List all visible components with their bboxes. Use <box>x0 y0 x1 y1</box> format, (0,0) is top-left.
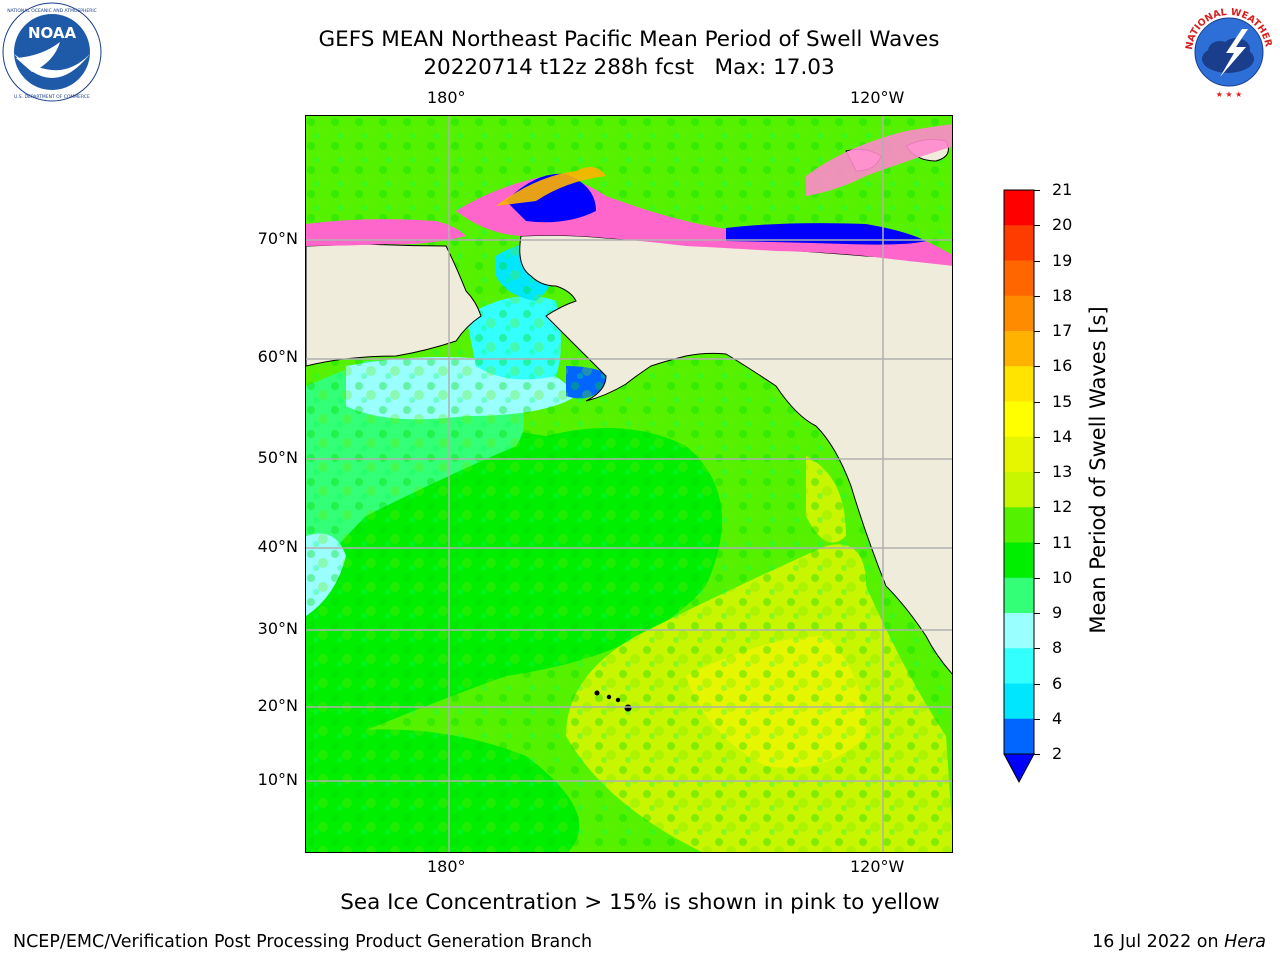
map-panel <box>305 115 953 853</box>
lat-label-30n: 30°N <box>257 619 298 638</box>
colorbar-tick-label: 9 <box>1052 603 1063 622</box>
colorbar-tick-label: 12 <box>1052 497 1073 517</box>
lon-label-180-top: 180° <box>427 88 466 107</box>
colorbar-tick-label: 8 <box>1052 638 1063 658</box>
colorbar-swatch <box>1004 401 1034 438</box>
noaa-logo-text: NOAA <box>28 24 77 42</box>
colorbar-swatch <box>1004 190 1034 226</box>
colorbar-swatch <box>1004 648 1034 684</box>
colorbar-swatch <box>1004 225 1034 261</box>
hawaii-island <box>606 694 612 700</box>
colorbar-tick-mark <box>1034 754 1040 755</box>
footer-date: 16 Jul 2022 on Hera <box>1092 932 1266 952</box>
noaa-logo-icon: NOAA NATIONAL OCEANIC AND ATMOSPHERIC U.… <box>2 2 102 102</box>
colorbar-tick-mark <box>1034 472 1040 473</box>
colorbar-tick-label: 13 <box>1052 462 1073 481</box>
lon-label-120w-bottom: 120°W <box>850 857 905 876</box>
chart-title: GEFS MEAN Northeast Pacific Mean Period … <box>318 27 940 52</box>
lat-label-10n: 10°N <box>257 770 298 789</box>
hawaii-island <box>624 704 632 712</box>
colorbar-tick-mark <box>1034 542 1040 544</box>
nws-logo-icon: NATIONAL WEATHER SERVICE ★ ★ ★ <box>1178 1 1279 102</box>
colorbar-swatch <box>1004 542 1034 579</box>
colorbar-tick-label: 4 <box>1052 708 1063 728</box>
colorbar-tick-mark <box>1034 718 1040 720</box>
footer-credit: NCEP/EMC/Verification Post Processing Pr… <box>13 932 593 952</box>
colorbar-tick-label: 15 <box>1052 391 1073 411</box>
colorbar-tick-label: 16 <box>1052 356 1073 376</box>
lat-label-50n: 50°N <box>257 448 298 467</box>
swell-period-map <box>306 116 952 852</box>
colorbar-tick-mark <box>1034 260 1040 262</box>
colorbar-tick-label: 10 <box>1052 567 1073 587</box>
svg-text:NATIONAL OCEANIC AND ATMOSPHER: NATIONAL OCEANIC AND ATMOSPHERIC <box>7 8 97 14</box>
colorbar <box>1003 189 1035 784</box>
svg-text:U.S. DEPARTMENT OF COMMERCE: U.S. DEPARTMENT OF COMMERCE <box>14 94 90 100</box>
colorbar-tick-label: 2 <box>1052 744 1063 763</box>
colorbar-tick-mark <box>1034 295 1040 297</box>
colorbar-swatch <box>1004 718 1034 755</box>
colorbar-tick-mark <box>1034 401 1040 403</box>
colorbar-tick-mark <box>1034 331 1040 332</box>
footer-host: Hera <box>1224 932 1266 952</box>
colorbar-tick-mark <box>1034 507 1040 509</box>
colorbar-swatch <box>1004 436 1034 473</box>
colorbar-tick-label: 6 <box>1052 673 1063 693</box>
colorbar-tick-mark <box>1034 683 1040 685</box>
colorbar-label: Mean Period of Swell Waves [s] <box>1086 306 1110 634</box>
chart-subtitle: 20220714 t12z 288h fcst Max: 17.03 <box>423 55 835 80</box>
lat-label-20n: 20°N <box>257 696 298 715</box>
colorbar-tick-mark <box>1034 613 1040 614</box>
colorbar-swatch <box>1004 613 1034 649</box>
colorbar-tick-mark <box>1034 436 1040 438</box>
footer-date-text: 16 Jul 2022 on <box>1092 932 1225 952</box>
colorbar-tick-label: 18 <box>1052 285 1073 305</box>
colorbar-tick-label: 14 <box>1052 426 1073 446</box>
colorbar-tick-label: 17 <box>1052 321 1073 340</box>
colorbar-swatch <box>1004 683 1034 720</box>
sea-ice-caption: Sea Ice Concentration > 15% is shown in … <box>340 890 940 915</box>
hawaii-island <box>594 690 600 696</box>
colorbar-tick-mark <box>1034 577 1040 579</box>
colorbar-tick-mark <box>1034 225 1040 227</box>
colorbar-swatch <box>1004 295 1034 332</box>
colorbar-tick-label: 21 <box>1052 180 1073 199</box>
lon-label-120w-top: 120°W <box>850 88 905 107</box>
colorbar-extend-arrow <box>1003 753 1035 784</box>
svg-text:★ ★ ★: ★ ★ ★ <box>1216 90 1243 99</box>
swell-zone-below-2-beaufort <box>726 223 926 245</box>
lat-label-60n: 60°N <box>257 347 298 366</box>
colorbar-tick-mark <box>1034 366 1040 368</box>
colorbar-swatch <box>1004 577 1034 614</box>
sea-ice-northeast <box>806 124 952 196</box>
lat-label-40n: 40°N <box>257 537 298 556</box>
colorbar-swatch <box>1004 472 1034 508</box>
colorbar-tick-label: 20 <box>1052 215 1073 235</box>
lon-label-180-bottom: 180° <box>427 857 466 876</box>
gridlines <box>306 116 952 852</box>
land-north-america <box>519 234 952 675</box>
colorbar-tick-mark <box>1034 648 1040 650</box>
lat-label-70n: 70°N <box>257 229 298 248</box>
colorbar-swatch <box>1004 260 1034 297</box>
land-asia <box>306 243 482 367</box>
colorbar-tick-mark <box>1034 190 1040 191</box>
colorbar-swatch <box>1004 507 1034 543</box>
hawaii-island <box>615 697 621 703</box>
colorbar-tick-label: 11 <box>1052 532 1073 552</box>
colorbar-swatch <box>1004 331 1034 367</box>
colorbar-swatch <box>1004 366 1034 402</box>
sea-ice-yellow <box>496 167 606 206</box>
colorbar-tick-label: 19 <box>1052 250 1073 270</box>
